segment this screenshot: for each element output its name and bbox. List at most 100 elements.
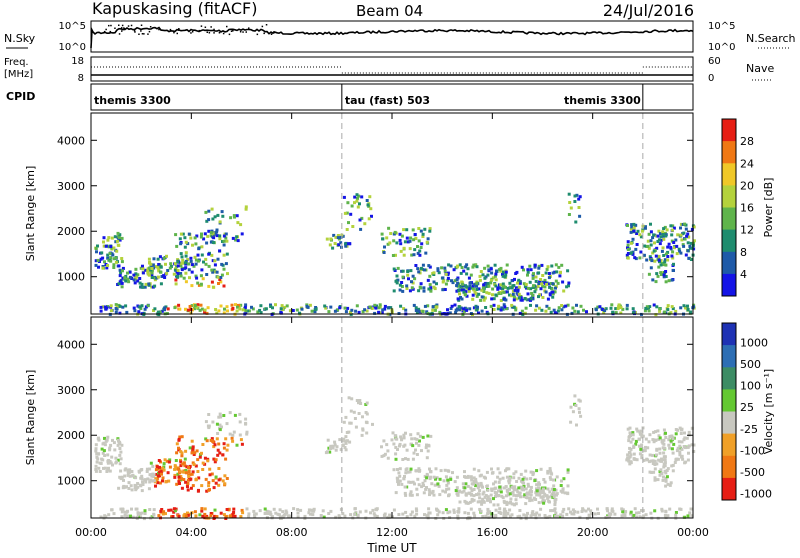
velocity-cell xyxy=(669,481,673,485)
power-cell xyxy=(218,220,222,224)
power-cell xyxy=(546,265,550,269)
velocity-cell xyxy=(472,467,476,471)
power-cell xyxy=(405,236,409,240)
velocity-cell xyxy=(678,426,682,430)
power-cell xyxy=(663,258,667,262)
power-cell xyxy=(556,309,560,313)
power-cell xyxy=(643,244,647,248)
power-cell xyxy=(244,303,248,307)
velocity-cell xyxy=(404,468,408,472)
power-cell xyxy=(502,270,505,274)
velocity-cell xyxy=(319,514,323,517)
velocity-cell xyxy=(176,467,180,471)
power-cell xyxy=(401,269,405,273)
power-cell xyxy=(614,311,618,315)
power-cell xyxy=(647,272,651,276)
cpid-panel: CPID themis 3300 tau (fast) 503 themis 330… xyxy=(6,83,694,111)
power-cell xyxy=(471,265,475,269)
velocity-cell xyxy=(392,468,396,472)
power-cell xyxy=(659,271,663,275)
velocity-cell xyxy=(470,489,474,493)
velocity-cell xyxy=(486,507,490,511)
power-cell xyxy=(666,304,670,308)
power-cell xyxy=(183,261,187,265)
power-cell xyxy=(530,291,534,295)
noise-search-dot xyxy=(270,33,273,35)
velocity-cell xyxy=(408,492,412,496)
velocity-cell xyxy=(165,459,169,463)
velocity-cell xyxy=(435,476,439,480)
power-cell xyxy=(103,305,107,309)
power-cell xyxy=(345,228,349,231)
power-cell xyxy=(179,274,183,278)
velocity-cell xyxy=(144,480,148,484)
power-cell xyxy=(285,304,289,308)
power-cell xyxy=(465,285,469,289)
velocity-cell xyxy=(680,427,684,431)
power-cell xyxy=(464,265,468,269)
velocity-cell xyxy=(349,513,353,517)
velocity-cell xyxy=(126,470,130,474)
power-cell xyxy=(104,307,108,311)
velocity-cell xyxy=(98,470,102,473)
velocity-cell xyxy=(514,498,518,502)
velocity-cell xyxy=(651,462,655,465)
velocity-cell xyxy=(264,511,267,515)
velocity-cell xyxy=(456,510,460,513)
velocity-cell xyxy=(181,470,185,474)
power-cell xyxy=(378,303,382,307)
power-cell xyxy=(419,282,423,286)
velocity-cell xyxy=(394,457,398,461)
colorbar-tick-label: -500 xyxy=(740,466,765,479)
velocity-cell xyxy=(686,514,690,518)
power-cell xyxy=(184,266,188,270)
velocity-cell xyxy=(444,490,447,494)
velocity-cell xyxy=(529,488,533,492)
velocity-cell xyxy=(471,482,475,486)
y-tick-label: 2000 xyxy=(57,225,85,238)
power-cell xyxy=(153,307,157,311)
power-cell xyxy=(203,308,207,312)
power-cell xyxy=(437,271,441,275)
velocity-cell xyxy=(358,510,362,514)
velocity-cell xyxy=(311,513,315,517)
colorbar-tick-label: 100 xyxy=(740,380,761,393)
velocity-cell xyxy=(392,442,396,446)
velocity-cell xyxy=(125,514,129,518)
power-cell xyxy=(520,298,524,302)
power-cell xyxy=(226,272,229,276)
power-cell xyxy=(120,236,124,240)
power-cell xyxy=(671,228,674,232)
power-cell xyxy=(426,304,430,308)
power-cell xyxy=(665,228,669,232)
colorbar-tick-label: 8 xyxy=(740,246,747,259)
velocity-cell xyxy=(349,409,353,413)
velocity-cell xyxy=(658,451,662,455)
power-cell xyxy=(327,310,331,314)
colorbar-swatch xyxy=(722,455,736,479)
velocity-cell xyxy=(449,477,453,481)
power-cell xyxy=(463,306,467,310)
power-cell xyxy=(465,263,469,267)
power-cell xyxy=(550,264,554,268)
velocity-cell xyxy=(670,464,674,468)
power-cell xyxy=(197,247,201,251)
power-cell xyxy=(456,297,460,301)
power-cell xyxy=(202,237,206,241)
power-cell xyxy=(511,292,515,296)
date-title: 24/Jul/2016 xyxy=(603,1,694,20)
power-cell xyxy=(279,311,283,315)
velocity-cell xyxy=(543,492,547,496)
colorbar-swatch xyxy=(722,411,736,435)
velocity-cell xyxy=(95,455,99,459)
power-cell xyxy=(511,289,515,293)
power-cell xyxy=(643,309,647,313)
velocity-cell xyxy=(626,427,630,431)
power-cell xyxy=(114,240,118,244)
velocity-cell xyxy=(666,514,670,518)
velocity-cell xyxy=(637,511,641,515)
velocity-cell xyxy=(427,444,431,448)
velocity-cell xyxy=(489,500,492,504)
noise-search-dot xyxy=(147,33,149,35)
velocity-cell xyxy=(659,468,663,472)
